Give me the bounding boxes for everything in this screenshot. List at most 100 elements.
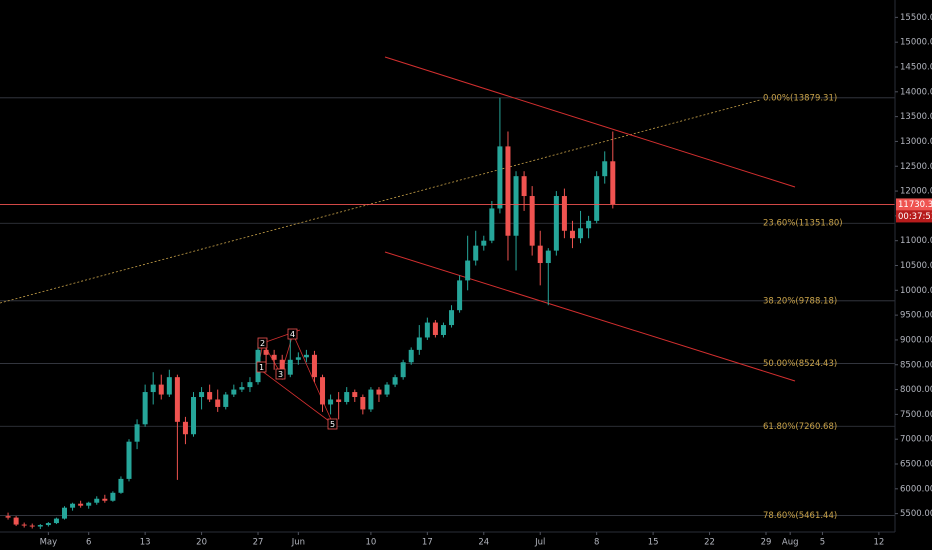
countdown-label: 00:37:51 <box>898 212 932 222</box>
candles <box>5 97 616 530</box>
x-tick-label: 12 <box>873 538 884 548</box>
y-tick-label: 15000.00 <box>900 38 932 48</box>
x-tick-label: Aug <box>782 538 799 548</box>
y-tick-label: 6000.00 <box>900 484 932 494</box>
y-tick-label: 9000.00 <box>900 335 932 345</box>
y-tick-label: 12000.00 <box>900 187 932 197</box>
candle-body <box>37 525 43 527</box>
candle-body <box>191 397 197 435</box>
candle-body <box>513 176 519 236</box>
candle-body <box>62 507 68 519</box>
candle-body <box>505 146 511 236</box>
x-tick-label: 29 <box>761 538 772 548</box>
candle-body <box>166 377 172 395</box>
y-tick-label: 12500.00 <box>900 162 932 172</box>
candle-body <box>344 392 350 402</box>
candle-body <box>126 441 132 479</box>
candle-body <box>336 399 342 402</box>
x-tick-label: 17 <box>422 538 433 548</box>
candle-body <box>70 503 76 508</box>
candle-body <box>45 523 51 526</box>
price-tag-label: 11730.38 <box>898 200 932 210</box>
x-tick-label: 27 <box>253 538 264 548</box>
candle-body <box>13 517 19 525</box>
candle-body <box>328 399 334 405</box>
y-tick-label: 14000.00 <box>900 87 932 97</box>
candle-body <box>78 503 84 506</box>
candle-body <box>118 478 124 493</box>
candle-body <box>271 354 277 360</box>
candle-body <box>408 349 414 363</box>
y-tick-label: 8500.00 <box>900 360 932 370</box>
fib-label: 61.80%(7260.68) <box>763 422 837 432</box>
x-tick-label: 8 <box>594 538 599 548</box>
candle-body <box>489 208 495 241</box>
x-tick-label: Jun <box>291 538 305 548</box>
channel-upper <box>384 56 796 188</box>
wave-box <box>257 337 268 349</box>
x-tick-label: 24 <box>478 538 489 548</box>
candle-body <box>368 389 374 410</box>
candle-body <box>473 245 479 261</box>
y-axis-bg <box>895 0 932 550</box>
wave-label: 1 <box>259 363 264 372</box>
y-tick-label: 8000.00 <box>900 385 932 395</box>
candle-body <box>102 498 108 501</box>
fib-label: 0.00%(13879.31) <box>763 93 837 103</box>
candle-body <box>553 196 559 251</box>
candle-body <box>207 392 213 400</box>
candle-body <box>424 322 430 338</box>
candle-body <box>199 392 205 398</box>
candle-body <box>537 245 543 264</box>
candle-body <box>400 362 406 378</box>
wave-line <box>257 367 334 425</box>
y-tick-label: 11000.00 <box>900 236 932 246</box>
x-tick-label: May <box>40 538 58 548</box>
y-tick-label: 7500.00 <box>900 410 932 420</box>
fib-label: 78.60%(5461.44) <box>763 511 837 521</box>
x-tick-label: 6 <box>86 538 91 548</box>
candle-body <box>432 322 438 335</box>
candle-body <box>94 498 100 503</box>
y-tick-label: 5500.00 <box>900 509 932 519</box>
y-tick-label: 7000.00 <box>900 435 932 445</box>
candle-body <box>569 230 575 239</box>
y-tick-label: 10000.00 <box>900 286 932 296</box>
candle-body <box>86 502 92 506</box>
candle-body <box>594 176 600 221</box>
x-tick-label: 10 <box>365 538 376 548</box>
wave-box <box>256 361 267 373</box>
y-tick-label: 13000.00 <box>900 137 932 147</box>
candle-body <box>134 424 140 442</box>
candle-body <box>239 387 245 390</box>
fib-label: 38.20%(9788.18) <box>763 296 837 306</box>
wave-label: 2 <box>260 339 265 348</box>
candle-body <box>384 384 390 395</box>
x-tick-label: 13 <box>140 538 151 548</box>
y-tick-label: 14500.00 <box>900 62 932 72</box>
wave-box <box>287 328 298 340</box>
x-tick-label: 22 <box>704 538 715 548</box>
candle-body <box>110 492 116 501</box>
y-tick-label: 9500.00 <box>900 311 932 321</box>
candle-body <box>449 310 455 326</box>
candle-body <box>376 389 382 395</box>
candle-body <box>497 146 503 209</box>
candle-body <box>392 377 398 385</box>
candle-body <box>247 382 253 388</box>
candle-body <box>529 196 535 246</box>
trend-line <box>0 99 761 304</box>
channel-lower <box>384 251 796 382</box>
candle-body <box>174 377 180 422</box>
y-tick-label: 10500.00 <box>900 261 932 271</box>
candle-body <box>320 377 326 405</box>
x-tick-label: 5 <box>820 538 825 548</box>
candle-body <box>311 354 317 378</box>
candle-body <box>545 250 551 264</box>
y-tick-label: 13500.00 <box>900 112 932 122</box>
candle-body <box>416 337 422 350</box>
y-tick-label: 6500.00 <box>900 460 932 470</box>
candle-body <box>53 518 59 524</box>
